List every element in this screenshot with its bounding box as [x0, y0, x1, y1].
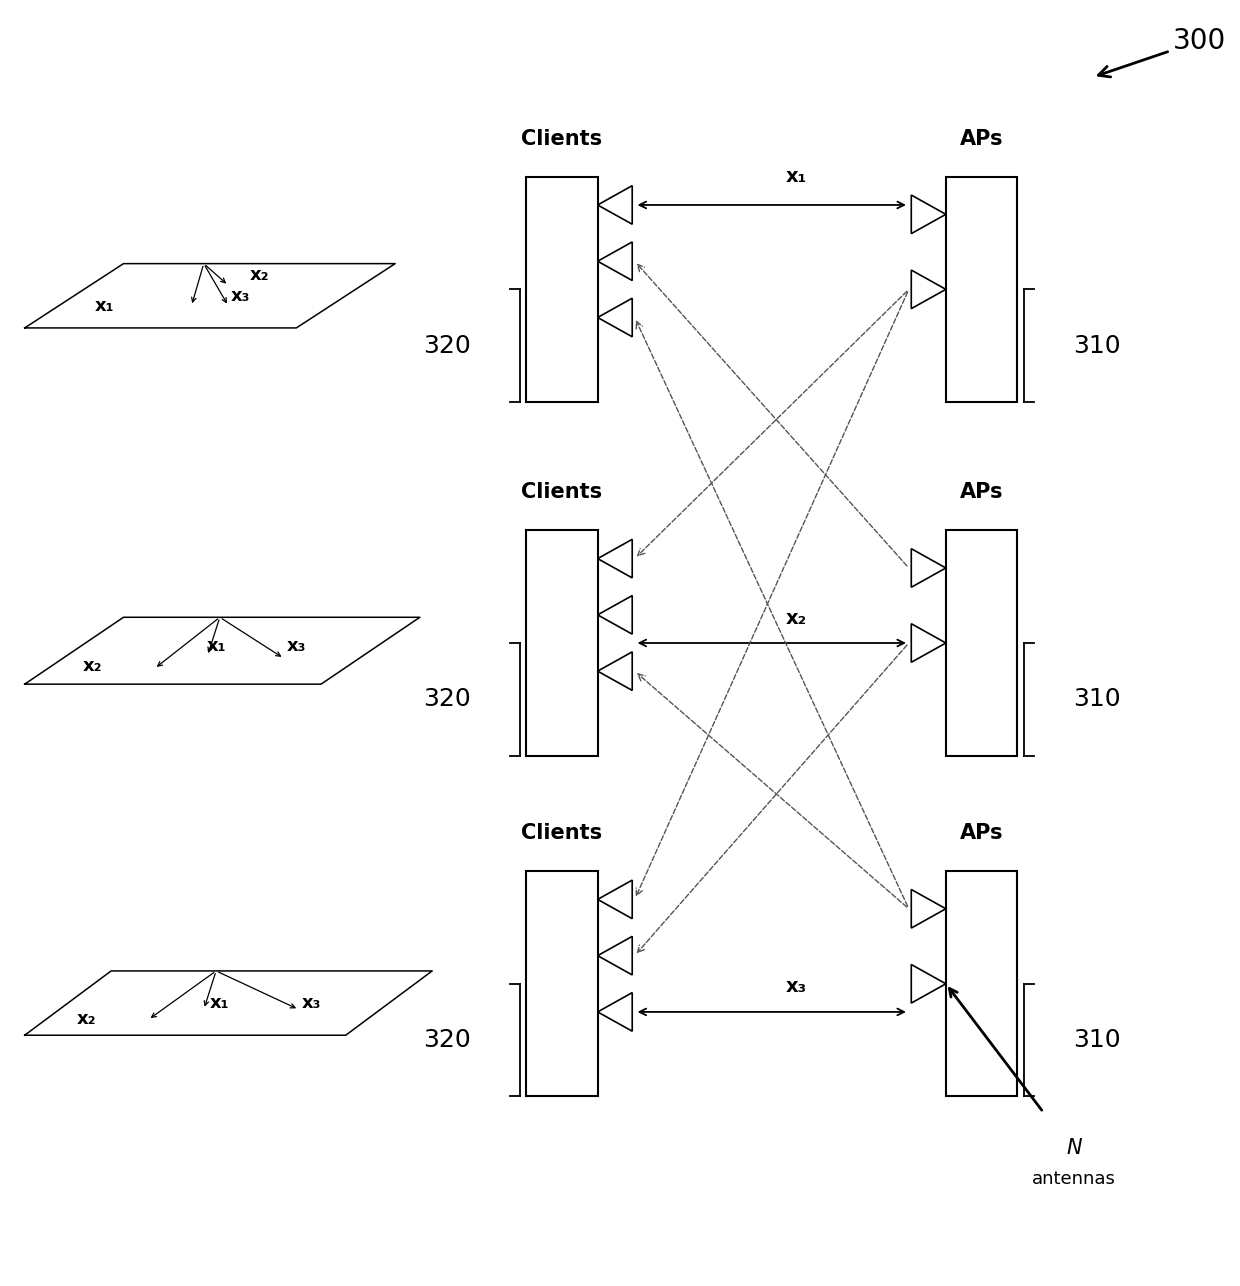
Polygon shape [911, 964, 946, 1003]
Text: 310: 310 [1073, 333, 1121, 358]
Text: antennas: antennas [1033, 1170, 1116, 1188]
Text: 310: 310 [1073, 1028, 1121, 1052]
Polygon shape [911, 549, 946, 588]
Text: x₃: x₃ [231, 287, 250, 305]
Text: APs: APs [960, 823, 1003, 844]
Bar [946, 872, 1018, 1096]
Text: x₁: x₁ [95, 297, 115, 315]
Text: x₂: x₂ [77, 1010, 97, 1028]
Text: 310: 310 [1073, 687, 1121, 711]
Text: x₃: x₃ [301, 994, 321, 1012]
Text: x₂: x₂ [249, 266, 269, 284]
Bar [946, 176, 1018, 401]
Bar [946, 530, 1018, 755]
Polygon shape [911, 270, 946, 309]
Text: x₁: x₁ [786, 167, 807, 185]
Polygon shape [598, 242, 632, 280]
Text: 320: 320 [423, 687, 470, 711]
Polygon shape [598, 539, 632, 577]
Text: Clients: Clients [521, 129, 603, 148]
Polygon shape [598, 298, 632, 337]
Text: x₃: x₃ [286, 637, 306, 655]
Text: APs: APs [960, 482, 1003, 502]
Text: APs: APs [960, 129, 1003, 148]
Text: x₁: x₁ [210, 994, 229, 1012]
Polygon shape [911, 890, 946, 928]
Text: 320: 320 [423, 333, 470, 358]
Bar [526, 872, 598, 1096]
Text: x₂: x₂ [83, 657, 103, 675]
Text: 300: 300 [1099, 27, 1226, 77]
Text: $N$: $N$ [1065, 1138, 1083, 1159]
Text: Clients: Clients [521, 823, 603, 844]
Polygon shape [598, 936, 632, 975]
Polygon shape [598, 880, 632, 918]
Polygon shape [911, 195, 946, 234]
Polygon shape [911, 624, 946, 662]
Polygon shape [598, 595, 632, 634]
Bar [526, 176, 598, 401]
Text: x₁: x₁ [206, 637, 226, 655]
Text: 320: 320 [423, 1028, 470, 1052]
Polygon shape [598, 185, 632, 224]
Text: x₃: x₃ [786, 977, 807, 997]
Polygon shape [598, 993, 632, 1031]
Polygon shape [598, 652, 632, 691]
Text: Clients: Clients [521, 482, 603, 502]
Bar [526, 530, 598, 755]
Text: x₂: x₂ [786, 608, 807, 628]
